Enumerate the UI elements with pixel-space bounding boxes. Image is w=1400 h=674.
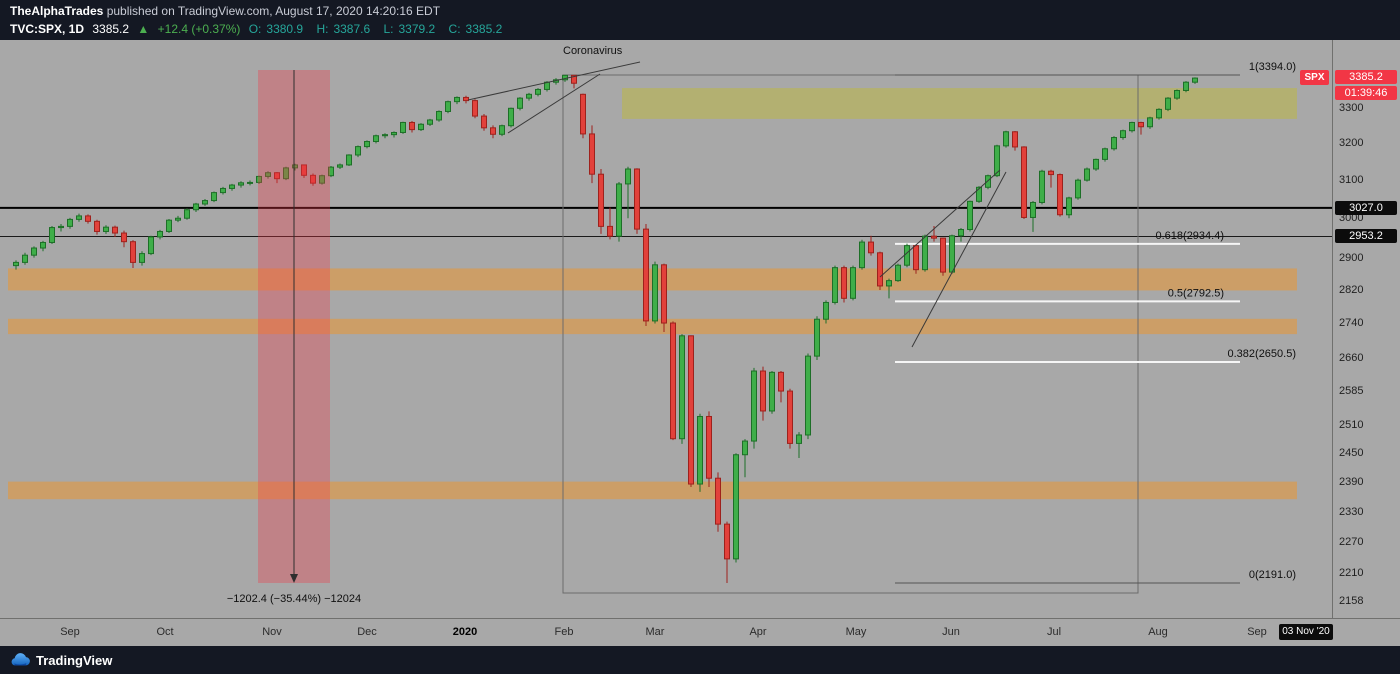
time-tick-label: Oct (156, 626, 174, 638)
publish-header: TheAlphaTrades published on TradingView.… (0, 0, 1400, 40)
close-value: C: 3385.2 (448, 22, 503, 36)
time-tick-label: 2020 (452, 626, 478, 638)
price-tick-label: 3000 (1339, 212, 1364, 225)
price-chart-canvas[interactable]: 1(3394.0) 0.618(2934.4) 0.5(2792.5) 0.382(2… (0, 40, 1332, 618)
price-tick-label: 3100 (1339, 174, 1364, 187)
time-tick-label: Jul (1046, 626, 1062, 638)
chart-region: 1(3394.0) 0.618(2934.4) 0.5(2792.5) 0.382(2… (0, 40, 1400, 646)
price-tick-label: 3300 (1339, 101, 1364, 114)
price-tick-label: 2900 (1339, 251, 1364, 264)
author-name: TheAlphaTrades (10, 4, 104, 18)
svg-text:0.5(2792.5): 0.5(2792.5) (1168, 287, 1224, 299)
time-tick-label: Jun (942, 626, 960, 638)
price-tick-label: 2450 (1339, 447, 1364, 460)
time-tick-label: Apr (749, 626, 767, 638)
up-arrow-icon: ▲ (137, 22, 150, 36)
candlestick-series (13, 74, 1198, 583)
red-range-drawing: −1202.4 (−35.44%) −12024 (227, 70, 361, 605)
symbol-ohlc-row: TVC:SPX, 1D 3385.2 ▲ +12.4 (+0.37%) O: 33… (10, 22, 512, 36)
bar-countdown-badge: 01:39:46 (1335, 86, 1397, 100)
svg-text:1(3394.0): 1(3394.0) (1249, 61, 1296, 73)
svg-text:0.382(2650.5): 0.382(2650.5) (1228, 348, 1297, 360)
change-text: +12.4 (+0.37%) (157, 22, 241, 36)
high-value: H: 3387.6 (316, 22, 371, 36)
text-annotations: Coronavirus (563, 45, 623, 57)
time-axis[interactable]: 03 Nov '20 Sep Oct Nov Dec 2020 Feb Mar Apr May J… (0, 618, 1400, 646)
time-tick-label: Feb (554, 626, 574, 638)
price-tick-label: 2585 (1339, 385, 1364, 398)
open-value: O: 3380.9 (248, 22, 304, 36)
time-tick-label: Mar (645, 626, 665, 638)
price-line-badge-2953: 2953.2 (1335, 229, 1397, 244)
price-tick-label: 2390 (1339, 476, 1364, 489)
price-tick-label: 2820 (1339, 284, 1364, 297)
svg-text:Coronavirus: Coronavirus (563, 45, 623, 57)
date-badge: 03 Nov '20 (1279, 624, 1333, 640)
trend-lines (467, 61, 1007, 348)
time-tick-label: Dec (357, 626, 377, 638)
time-tick-label: Nov (262, 626, 282, 638)
price-tick-label: 2158 (1339, 594, 1364, 607)
fib-retracement: 1(3394.0) 0.618(2934.4) 0.5(2792.5) 0.382(2… (562, 61, 1297, 594)
symbol-interval-label: TVC:SPX, 1D (10, 22, 85, 36)
price-tick-label: 3200 (1339, 137, 1364, 150)
price-tick-label: 2330 (1339, 505, 1364, 518)
low-value: L: 3379.2 (383, 22, 436, 36)
svg-text:0(2191.0): 0(2191.0) (1249, 569, 1296, 581)
price-tick-label: 2740 (1339, 317, 1364, 330)
time-tick-label: Sep (60, 626, 80, 638)
price-axis[interactable]: 3385.2 01:39:46 3027.0 2953.2 3300 3200 31… (1332, 40, 1400, 618)
price-tick-label: 2660 (1339, 351, 1364, 364)
time-tick-label: Aug (1148, 626, 1168, 638)
price-line-badge-3027: 3027.0 (1335, 200, 1397, 215)
tradingview-logo-icon[interactable] (10, 652, 30, 668)
price-tick-label: 2210 (1339, 566, 1364, 579)
publish-meta: published on TradingView.com, August 17,… (103, 4, 441, 18)
svg-text:−1202.4 (−35.44%) −12024: −1202.4 (−35.44%) −12024 (227, 593, 361, 605)
tradingview-footer: TradingView (0, 646, 1400, 674)
time-tick-label: Sep (1247, 626, 1267, 638)
price-tick-label: 2270 (1339, 535, 1364, 548)
svg-text:0.618(2934.4): 0.618(2934.4) (1156, 230, 1225, 242)
time-tick-label: May (845, 626, 867, 638)
last-price-text: 3385.2 (92, 22, 130, 36)
horizontal-price-lines (0, 206, 1332, 237)
tradingview-brand-text[interactable]: TradingView (36, 652, 113, 668)
price-tick-label: 2510 (1339, 419, 1364, 432)
last-price-badge: 3385.2 (1335, 70, 1397, 84)
symbol-price-chip: SPX (1300, 70, 1329, 85)
publish-title: TheAlphaTrades published on TradingView.… (10, 4, 440, 18)
